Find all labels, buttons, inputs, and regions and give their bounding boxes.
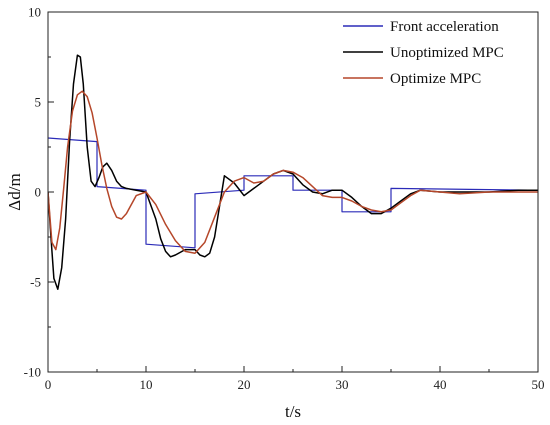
plot-area [48, 54, 538, 290]
x-tick-label: 20 [238, 377, 251, 392]
x-tick-label: 40 [434, 377, 447, 392]
legend: Front acceleration Unoptimized MPC Optimiz… [343, 19, 504, 87]
x-axis-title: t/s [285, 402, 301, 421]
y-tick-label: -5 [30, 275, 41, 290]
y-tick-label: -10 [24, 365, 41, 380]
legend-label-1: Front acceleration [390, 19, 499, 35]
series-line-1 [48, 137, 538, 249]
y-axis-title: Δd/m [5, 173, 24, 210]
x-tick-label: 0 [45, 377, 52, 392]
y-tick-label: 0 [35, 185, 42, 200]
x-tick-label: 50 [532, 377, 545, 392]
y-tick-label: 5 [35, 95, 42, 110]
legend-label-2: Unoptimized MPC [390, 45, 504, 61]
y-tick-label: 10 [28, 5, 41, 20]
x-tick-label: 30 [336, 377, 349, 392]
series-line-2 [48, 54, 538, 290]
series-line-3 [48, 90, 538, 254]
legend-label-3: Optimize MPC [390, 71, 481, 87]
x-tick-label: 10 [140, 377, 153, 392]
axes: 0 10 20 30 40 50 -10 -5 0 5 10 [24, 5, 545, 393]
